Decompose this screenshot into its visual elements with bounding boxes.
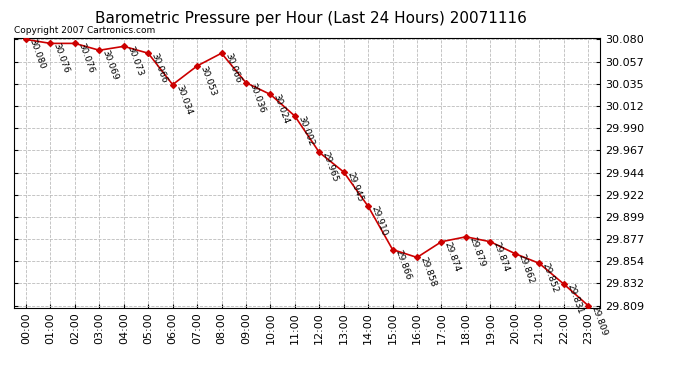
Text: 29.879: 29.879 [467, 236, 486, 268]
Text: 29.866: 29.866 [394, 248, 413, 281]
Text: 29.874: 29.874 [443, 240, 462, 273]
Text: 30.066: 30.066 [223, 52, 242, 85]
Text: 30.034: 30.034 [174, 83, 193, 116]
Text: 30.073: 30.073 [125, 45, 144, 78]
Text: 29.831: 29.831 [565, 282, 584, 315]
Text: 29.862: 29.862 [516, 252, 535, 285]
Text: 29.945: 29.945 [345, 171, 364, 203]
Text: 30.066: 30.066 [150, 52, 169, 85]
Text: 30.036: 30.036 [247, 81, 266, 114]
Text: 30.076: 30.076 [77, 42, 95, 75]
Text: Barometric Pressure per Hour (Last 24 Hours) 20071116: Barometric Pressure per Hour (Last 24 Ho… [95, 11, 526, 26]
Text: 29.809: 29.809 [589, 304, 609, 337]
Text: 29.965: 29.965 [321, 151, 340, 184]
Text: 29.852: 29.852 [540, 262, 560, 294]
Text: Copyright 2007 Cartronics.com: Copyright 2007 Cartronics.com [14, 26, 155, 35]
Text: 30.069: 30.069 [101, 49, 120, 82]
Text: 30.024: 30.024 [272, 93, 291, 126]
Text: 30.080: 30.080 [28, 38, 47, 71]
Text: 30.053: 30.053 [199, 64, 218, 98]
Text: 30.002: 30.002 [296, 115, 315, 147]
Text: 29.858: 29.858 [418, 256, 437, 289]
Text: 29.910: 29.910 [370, 205, 388, 238]
Text: 29.874: 29.874 [492, 240, 511, 273]
Text: 30.076: 30.076 [52, 42, 71, 75]
